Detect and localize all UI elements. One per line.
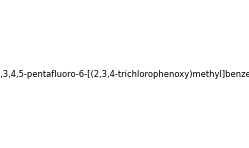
Text: 1,2,3,4,5-pentafluoro-6-[(2,3,4-trichlorophenoxy)methyl]benzene: 1,2,3,4,5-pentafluoro-6-[(2,3,4-trichlor…	[0, 70, 249, 78]
